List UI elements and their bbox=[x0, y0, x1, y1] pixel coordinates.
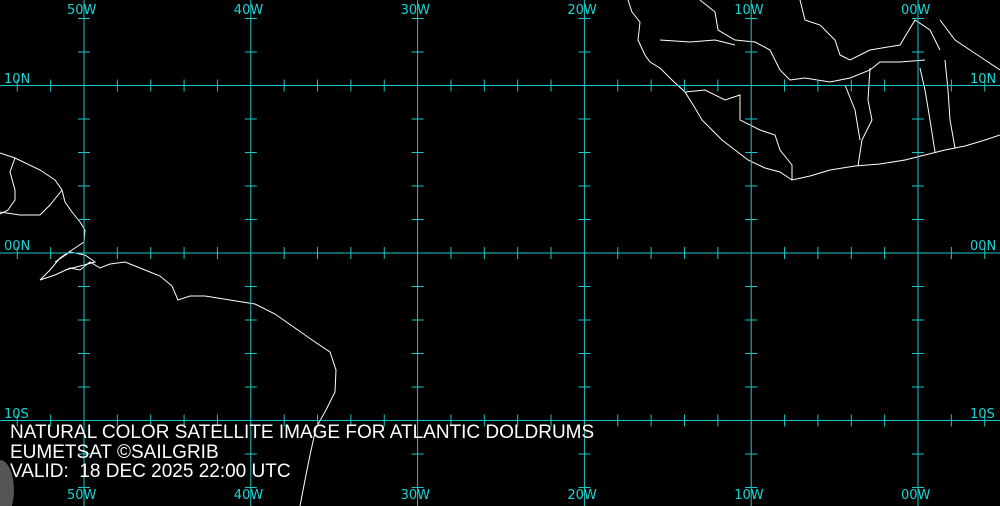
caption-valid-time: VALID: 18 DEC 2025 22:00 UTC bbox=[10, 461, 291, 482]
longitude-label-bottom: 40W bbox=[233, 488, 264, 503]
latitude-label-left: 10N bbox=[4, 71, 31, 87]
south-america-coast bbox=[0, 152, 337, 506]
africa-border bbox=[939, 19, 1000, 71]
amazon-delta bbox=[54, 251, 97, 271]
africa-border bbox=[699, 0, 926, 83]
longitude-label-top: 10W bbox=[734, 3, 764, 18]
longitude-label-top: 30W bbox=[400, 3, 430, 18]
caption-title: NATURAL COLOR SATELLITE IMAGE FOR ATLANT… bbox=[10, 422, 595, 443]
latitude-label-right: 10S bbox=[970, 406, 995, 422]
longitude-label-top: 50W bbox=[67, 3, 97, 18]
latitude-label-left: 00N bbox=[4, 239, 31, 254]
guiana-border bbox=[0, 189, 63, 216]
longitude-label-top: 20W bbox=[567, 3, 597, 18]
latitude-label-left: 10S bbox=[4, 406, 29, 422]
longitude-label-top: 40W bbox=[233, 3, 264, 18]
longitude-label-top: 00W bbox=[901, 3, 931, 18]
africa-border bbox=[684, 89, 793, 180]
guiana-border bbox=[0, 157, 16, 215]
africa-border bbox=[844, 84, 861, 141]
africa-coast bbox=[627, 0, 1000, 181]
longitude-label-bottom: 50W bbox=[67, 488, 97, 503]
longitude-label-bottom: 10W bbox=[734, 488, 764, 503]
latitude-label-right: 10N bbox=[970, 71, 997, 87]
longitude-label-bottom: 00W bbox=[901, 488, 931, 503]
longitude-label-bottom: 20W bbox=[567, 488, 597, 503]
longitude-label-bottom: 30W bbox=[400, 488, 430, 503]
africa-border bbox=[799, 0, 941, 61]
africa-border bbox=[919, 67, 936, 153]
caption-credit: EUMETSAT ©SAILGRIB bbox=[10, 441, 219, 463]
africa-border bbox=[659, 39, 736, 46]
africa-border bbox=[944, 59, 956, 149]
africa-border bbox=[857, 67, 873, 167]
earth-limb-cloud bbox=[0, 460, 14, 506]
latitude-label-right: 00N bbox=[970, 239, 997, 254]
image-caption: NATURAL COLOR SATELLITE IMAGE FOR ATLANT… bbox=[10, 423, 594, 482]
